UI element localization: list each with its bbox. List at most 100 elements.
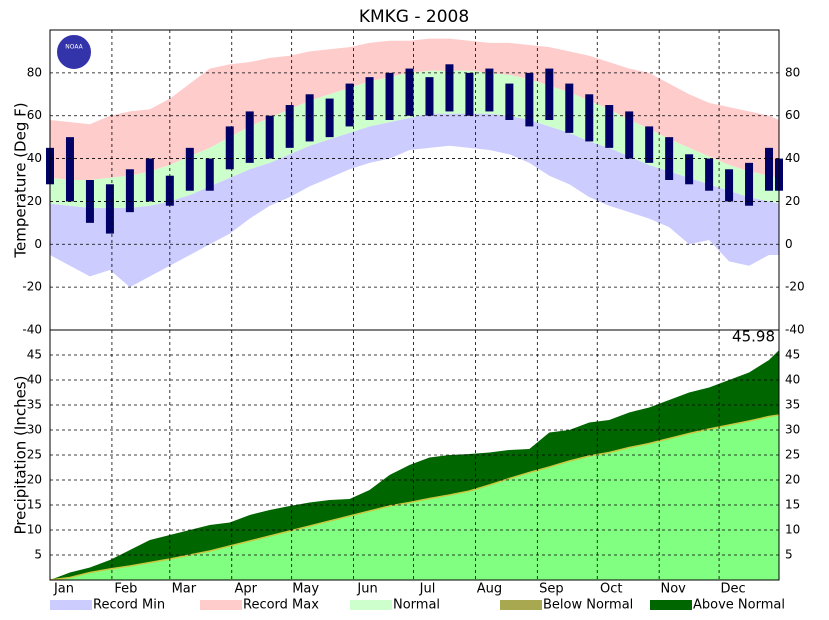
y-tick-label: 35 (27, 398, 42, 412)
y-tick-label-right: 80 (785, 65, 800, 79)
x-tick-label: Sep (539, 582, 564, 597)
record-max-band (50, 38, 779, 181)
y-tick-label: 25 (27, 448, 42, 462)
legend-label: Record Min (93, 598, 165, 613)
x-tick-label: Jul (419, 582, 436, 597)
noaa-logo-text: NOAA (65, 44, 83, 51)
y-tick-label: 20 (27, 194, 42, 208)
y-tick-label: 20 (27, 473, 42, 487)
observed-range (165, 175, 174, 206)
normal-area (50, 415, 779, 580)
noaa-logo (55, 33, 93, 71)
y-tick-label: 45 (27, 348, 42, 362)
y-axis-label: Precipitation (Inches) (12, 376, 30, 535)
observed-range (325, 98, 334, 138)
plot-frame (49, 329, 780, 581)
observed-range (465, 72, 474, 116)
observed-range (505, 83, 514, 120)
observed-range (425, 77, 434, 116)
observed-range (105, 184, 114, 234)
x-tick-label: Aug (477, 582, 502, 597)
x-tick-label: Apr (235, 582, 258, 597)
y-tick-label: 10 (27, 523, 42, 537)
legend-label: Above Normal (693, 598, 785, 613)
observed-range (585, 94, 594, 142)
x-tick-label: Jan (53, 582, 74, 597)
total-label: 45.98 (732, 328, 775, 346)
chart-title: KMKG - 2008 (359, 7, 469, 27)
observed-range (65, 137, 74, 202)
y-tick-label-right: 5 (785, 548, 793, 562)
observed-range (645, 126, 654, 163)
x-tick-label: Nov (660, 582, 686, 597)
x-tick-label: Mar (172, 582, 197, 597)
y-tick-label-right: 25 (785, 448, 800, 462)
legend-label: Record Max (243, 598, 319, 613)
observed-range (245, 111, 254, 163)
observed-range (85, 180, 94, 223)
y-tick-label-right: 0 (785, 237, 793, 251)
legend-swatch (500, 600, 542, 610)
observed-range (605, 105, 614, 148)
y-tick-label: 60 (27, 108, 42, 122)
y-tick-label-right: 30 (785, 423, 800, 437)
observed-range (485, 68, 494, 112)
x-tick-label: Oct (600, 582, 622, 597)
x-tick-label: May (292, 582, 319, 597)
observed-range (565, 83, 574, 133)
legend-swatch (200, 600, 242, 610)
observed-range (365, 77, 374, 120)
y-tick-label: -40 (22, 323, 42, 337)
observed-range (305, 94, 314, 142)
y-tick-label-right: 60 (785, 108, 800, 122)
observed-range (705, 158, 714, 191)
y-axis-label: Temperature (Deg F) (12, 102, 30, 258)
y-tick-label-right: 40 (785, 151, 800, 165)
observed-range (125, 169, 134, 213)
normal-line (49, 414, 780, 581)
observed-range (685, 154, 694, 185)
y-tick-label: 5 (34, 548, 42, 562)
observed-range (745, 162, 754, 206)
y-tick-label-right: 20 (785, 473, 800, 487)
y-tick-label: 0 (34, 237, 42, 251)
observed-range (285, 105, 294, 148)
observed-range (525, 72, 534, 127)
y-tick-label-right: 15 (785, 498, 800, 512)
legend-label: Below Normal (543, 598, 633, 613)
y-tick-label-right: 45 (785, 348, 800, 362)
observed-range (265, 115, 274, 159)
observed-range (545, 68, 554, 120)
y-tick-label-right: 40 (785, 373, 800, 387)
normal-band (50, 70, 779, 208)
observed-range (765, 147, 774, 191)
observed-range (345, 83, 354, 127)
y-tick-label: 15 (27, 498, 42, 512)
y-tick-label: -20 (22, 280, 42, 294)
observed-range (725, 169, 734, 202)
observed-range (625, 111, 634, 159)
y-tick-label: 40 (27, 373, 42, 387)
observed-range (385, 72, 394, 120)
legend-swatch (350, 600, 392, 610)
observed-range (405, 68, 414, 116)
x-tick-label: Feb (114, 582, 137, 597)
y-tick-label-right: -20 (785, 280, 805, 294)
y-tick-label-right: 35 (785, 398, 800, 412)
y-tick-label: 30 (27, 423, 42, 437)
x-tick-label: Jun (356, 582, 377, 597)
legend-swatch (650, 600, 692, 610)
legend-label: Normal (393, 598, 440, 613)
y-tick-label-right: 20 (785, 194, 800, 208)
y-tick-label-right: 10 (785, 523, 800, 537)
y-tick-label: 40 (27, 151, 42, 165)
observed-range (185, 147, 194, 191)
record-min-band (50, 113, 779, 288)
y-tick-label-right: -40 (785, 323, 805, 337)
observed-range (205, 158, 214, 191)
observed-range (445, 64, 454, 112)
x-tick-label: Dec (721, 582, 746, 597)
y-tick-label: 80 (27, 65, 42, 79)
legend-swatch (50, 600, 92, 610)
